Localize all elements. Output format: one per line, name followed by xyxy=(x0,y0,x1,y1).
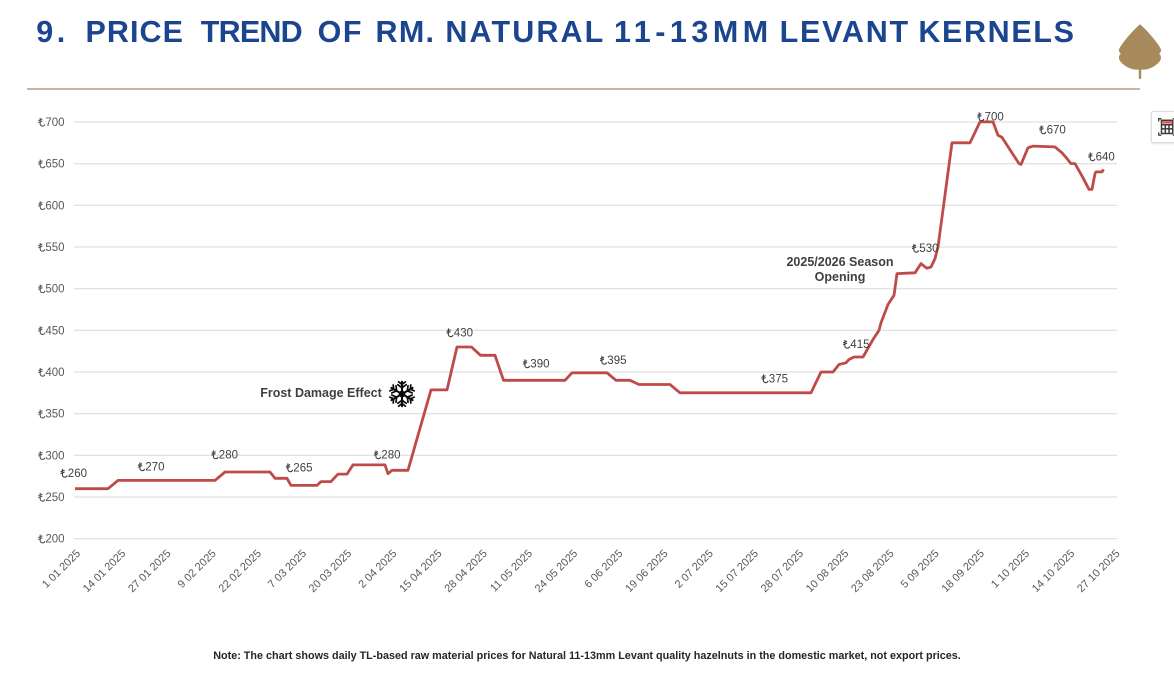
svg-text:6 06 2025: 6 06 2025 xyxy=(582,548,625,591)
svg-text:15 07 2025: 15 07 2025 xyxy=(714,548,761,595)
svg-text:650: 650 xyxy=(45,159,64,171)
svg-text:670: 670 xyxy=(1047,125,1066,137)
svg-text:5 09 2025: 5 09 2025 xyxy=(899,548,942,591)
svg-text:2025/2026 Season: 2025/2026 Season xyxy=(786,255,893,269)
svg-text:600: 600 xyxy=(45,200,64,212)
svg-text:375: 375 xyxy=(769,374,788,386)
svg-text:1 01 2025: 1 01 2025 xyxy=(40,548,83,591)
svg-text:15 04 2025: 15 04 2025 xyxy=(397,548,444,595)
svg-text:280: 280 xyxy=(381,450,400,462)
svg-text:415: 415 xyxy=(850,339,869,351)
svg-text:350: 350 xyxy=(45,409,64,421)
svg-text:450: 450 xyxy=(45,325,64,337)
svg-text:27 01 2025: 27 01 2025 xyxy=(126,548,173,595)
svg-text:640: 640 xyxy=(1096,152,1115,164)
svg-text:270: 270 xyxy=(145,462,164,474)
svg-text:700: 700 xyxy=(985,112,1004,124)
svg-text:1 10 2025: 1 10 2025 xyxy=(989,548,1032,591)
svg-text:430: 430 xyxy=(454,328,473,340)
svg-text:500: 500 xyxy=(45,284,64,296)
svg-text:395: 395 xyxy=(607,355,626,367)
svg-text:9 02 2025: 9 02 2025 xyxy=(176,548,219,591)
svg-text:200: 200 xyxy=(45,534,64,546)
svg-text:14 10 2025: 14 10 2025 xyxy=(1030,548,1077,595)
svg-text:390: 390 xyxy=(530,359,549,371)
svg-text:265: 265 xyxy=(293,463,312,475)
svg-text:11 05 2025: 11 05 2025 xyxy=(488,548,535,595)
svg-text:Opening: Opening xyxy=(815,270,866,284)
svg-text:400: 400 xyxy=(45,367,64,379)
svg-text:2 07 2025: 2 07 2025 xyxy=(673,548,716,591)
svg-text:14 01 2025: 14 01 2025 xyxy=(81,548,128,595)
svg-text:22 02 2025: 22 02 2025 xyxy=(217,548,264,595)
svg-text:18 09 2025: 18 09 2025 xyxy=(940,548,987,595)
svg-text:20 03 2025: 20 03 2025 xyxy=(307,548,354,595)
svg-text:10 08 2025: 10 08 2025 xyxy=(804,548,851,595)
svg-text:250: 250 xyxy=(45,492,64,504)
svg-text:530: 530 xyxy=(919,243,938,255)
svg-text:Frost Damage Effect: Frost Damage Effect xyxy=(260,386,382,400)
svg-text:280: 280 xyxy=(219,450,238,462)
svg-text:28 07 2025: 28 07 2025 xyxy=(759,548,806,595)
svg-text:260: 260 xyxy=(68,468,87,480)
svg-text:19 06 2025: 19 06 2025 xyxy=(623,548,670,595)
svg-text:300: 300 xyxy=(45,450,64,462)
svg-text:27 10 2025: 27 10 2025 xyxy=(1075,548,1122,595)
svg-text:550: 550 xyxy=(45,242,64,254)
svg-text:23 08 2025: 23 08 2025 xyxy=(849,548,896,595)
svg-text:2 04 2025: 2 04 2025 xyxy=(356,548,399,591)
svg-text:700: 700 xyxy=(45,117,64,129)
svg-text:28 04 2025: 28 04 2025 xyxy=(442,548,489,595)
svg-text:24 05 2025: 24 05 2025 xyxy=(533,548,580,595)
svg-text:7 03 2025: 7 03 2025 xyxy=(266,548,309,591)
